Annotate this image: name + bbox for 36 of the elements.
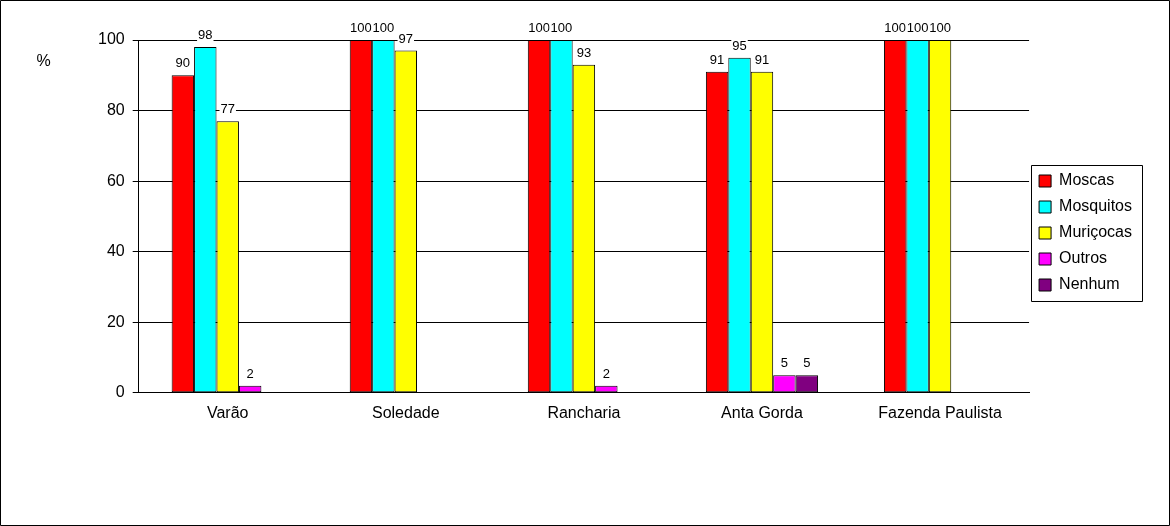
y-tick-label: 0 [115, 383, 125, 401]
data-label: 90 [175, 55, 191, 71]
data-label: 97 [398, 30, 414, 46]
legend-label: Moscas [1059, 171, 1115, 189]
data-label: 93 [576, 44, 592, 60]
data-label: 100 [929, 20, 951, 36]
data-label: 5 [803, 355, 811, 371]
data-label: 91 [754, 51, 770, 67]
legend-label: Nenhum [1059, 275, 1120, 293]
data-label: 100 [528, 20, 550, 36]
data-label: 98 [198, 27, 213, 43]
x-tick-label: Soledade [372, 403, 440, 421]
data-label: 100 [350, 20, 372, 36]
data-label: 100 [372, 20, 395, 36]
data-label: 91 [709, 51, 725, 67]
y-tick-label: 80 [106, 100, 125, 118]
data-label: 100 [550, 20, 573, 36]
y-tick-label: 40 [106, 242, 125, 260]
y-tick-label: 100 [97, 30, 125, 48]
legend-label: Mosquitos [1059, 197, 1132, 215]
legend-label: Outros [1059, 249, 1108, 267]
x-tick-label: Fazenda Paulista [878, 403, 1002, 421]
data-label: 5 [780, 355, 789, 371]
legend-label: Muriçocas [1059, 223, 1132, 241]
y-tick-label: 60 [106, 171, 125, 189]
data-label: 100 [906, 20, 929, 36]
x-tick-label: Anta Gorda [721, 403, 803, 421]
data-label: 95 [732, 37, 747, 53]
x-tick-label: Varão [206, 403, 249, 421]
y-axis-title: % [36, 52, 51, 70]
data-label: 2 [246, 365, 254, 381]
data-label: 100 [884, 20, 907, 36]
data-label: 2 [602, 365, 610, 381]
data-label: 77 [220, 101, 235, 117]
x-tick-label: Rancharia [547, 403, 621, 421]
y-tick-label: 20 [106, 312, 125, 330]
